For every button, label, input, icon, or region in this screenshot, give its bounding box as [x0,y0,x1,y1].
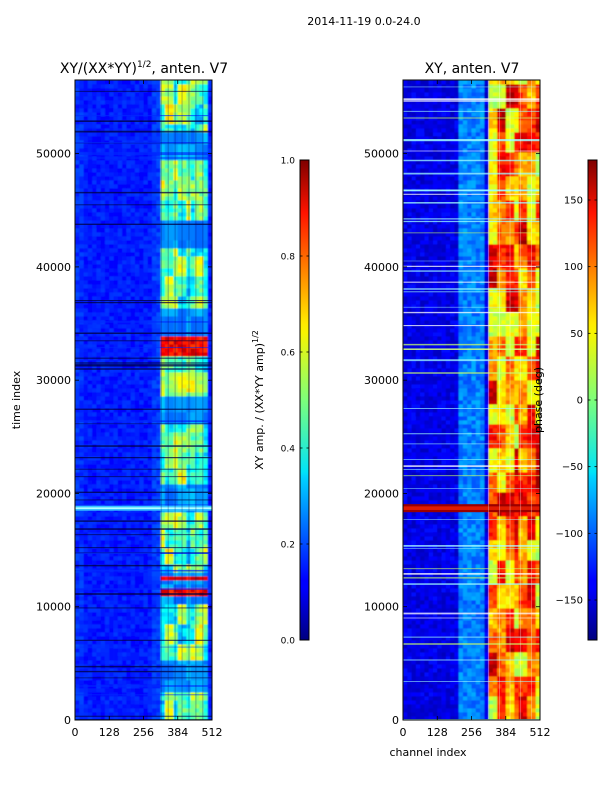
colorbar-tick-label: 0.4 [281,445,296,455]
right-panel: XY, anten. V7 0 128 256 384 512 0 10000 20000 30… [364,61,551,759]
colorbar-tick-label: −150 [556,596,583,607]
y-tick-label: 40000 [364,261,399,274]
x-tick-label: 0 [72,726,79,739]
y-tick-label: 0 [392,714,399,727]
y-tick-label: 50000 [36,148,71,161]
left-panel: XY/(XX*YY)1/2, anten. V7 0 128 256 384 512 0 1… [10,60,228,739]
y-tick-label: 10000 [36,601,71,614]
y-tick-label: 10000 [364,601,399,614]
left-panel-title: XY/(XX*YY)1/2, anten. V7 [60,60,228,77]
right-axis-ticks: 0 128 256 384 512 0 10000 20000 30000 40000 50000 [364,80,551,739]
y-tick-label: 50000 [364,148,399,161]
y-tick-label: 0 [64,714,71,727]
colorbar-tick-label: 0.2 [281,541,295,551]
x-tick-label: 0 [400,726,407,739]
colorbar-tick-label: 0.6 [281,349,296,359]
right-colorbar: −150 −100 −50 0 50 100 150 phase (deg) [532,159,598,641]
x-tick-label: 256 [133,726,154,739]
left-colorbar-gradient [299,159,310,641]
colorbar-tick-label: 0.0 [281,637,296,647]
right-colorbar-label: phase (deg) [532,367,545,433]
colorbar-tick-label: 100 [564,262,583,273]
left-ylabel: time index [10,370,23,429]
colorbar-tick-label: −100 [556,529,583,540]
figure-suptitle: 2014-11-19 0.0-24.0 [307,15,420,28]
y-tick-label: 20000 [364,487,399,500]
x-tick-label: 256 [461,726,482,739]
colorbar-tick-label: 1.0 [281,157,296,167]
x-tick-label: 128 [427,726,448,739]
colorbar-tick-label: 50 [570,329,583,340]
left-axis-ticks: 0 128 256 384 512 0 10000 20000 30000 40000 50000 [36,80,223,739]
right-panel-title: XY, anten. V7 [425,61,520,77]
left-colorbar: 0.0 0.2 0.4 0.6 0.8 1.0 XY amp. / (XX*YY amp)… [251,157,310,647]
right-colorbar-ticks: −150 −100 −50 0 50 100 150 [556,196,597,607]
colorbar-tick-label: −50 [562,462,583,473]
colorbar-tick-label: 150 [564,196,583,207]
y-tick-label: 30000 [36,374,71,387]
y-tick-label: 40000 [36,261,71,274]
left-heatmap [75,80,212,720]
colorbar-tick-label: 0.8 [281,253,296,263]
x-tick-label: 384 [495,726,516,739]
left-colorbar-label: XY amp. / (XX*YY amp)1/2 [251,330,266,470]
left-colorbar-ticks: 0.0 0.2 0.4 0.6 0.8 1.0 [281,157,309,647]
x-tick-label: 128 [99,726,120,739]
x-tick-label: 512 [530,726,551,739]
x-tick-label: 512 [202,726,223,739]
y-tick-label: 30000 [364,374,399,387]
x-tick-label: 384 [167,726,188,739]
colorbar-tick-label: 0 [577,396,583,407]
right-heatmap [403,80,540,720]
right-xlabel: channel index [389,746,467,759]
y-tick-label: 20000 [36,487,71,500]
